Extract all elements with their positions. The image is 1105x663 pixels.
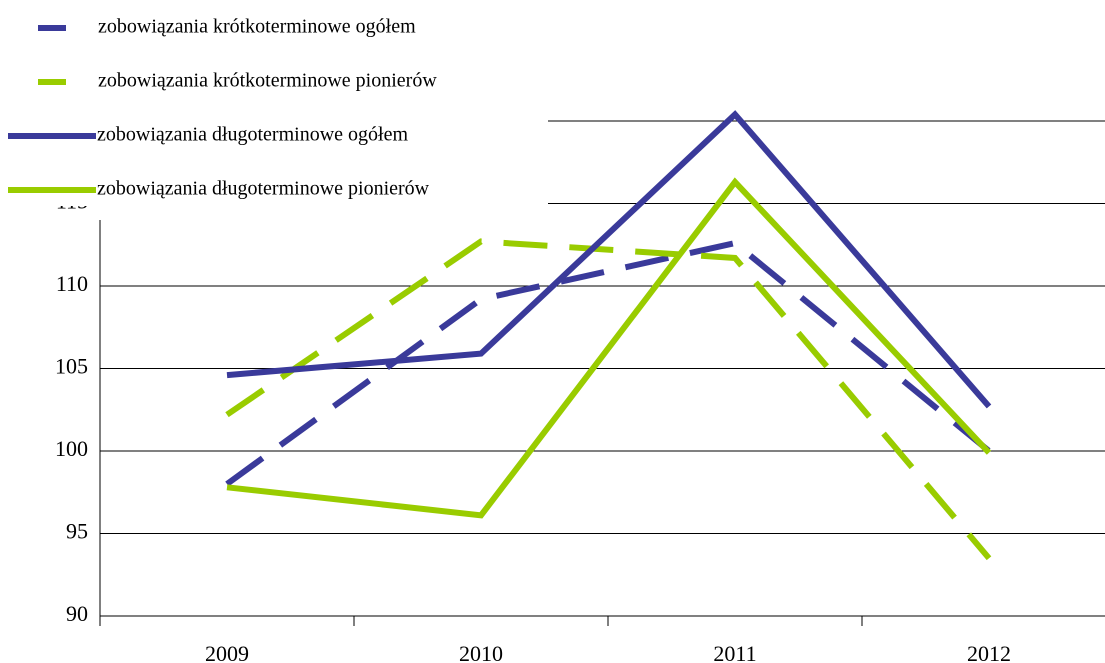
y-tick-label: 105 [55,354,88,379]
legend-label: zobowiązania długoterminowe pionierów [97,178,430,200]
legend-label: zobowiązania krótkoterminowe ogółem [98,16,416,38]
x-tick-label: 2011 [713,641,756,663]
series-line [226,177,992,519]
y-tick-label: 90 [66,601,88,626]
x-tick-label: 2009 [205,641,249,663]
legend-bg [0,0,548,206]
series-line [226,110,992,409]
y-tick-label: 95 [66,519,88,544]
series-line [225,238,992,561]
x-tick-label: 2010 [459,641,503,663]
legend-label: zobowiązania długoterminowe ogółem [97,124,408,146]
series-line [225,239,991,487]
y-tick-label: 100 [55,436,88,461]
legend-label: zobowiązania krótkoterminowe pionierów [98,70,437,92]
x-tick-label: 2012 [967,641,1011,663]
legend: zobowiązania krótkoterminowe ogółem zobow… [0,0,548,206]
y-tick-label: 110 [56,271,88,296]
